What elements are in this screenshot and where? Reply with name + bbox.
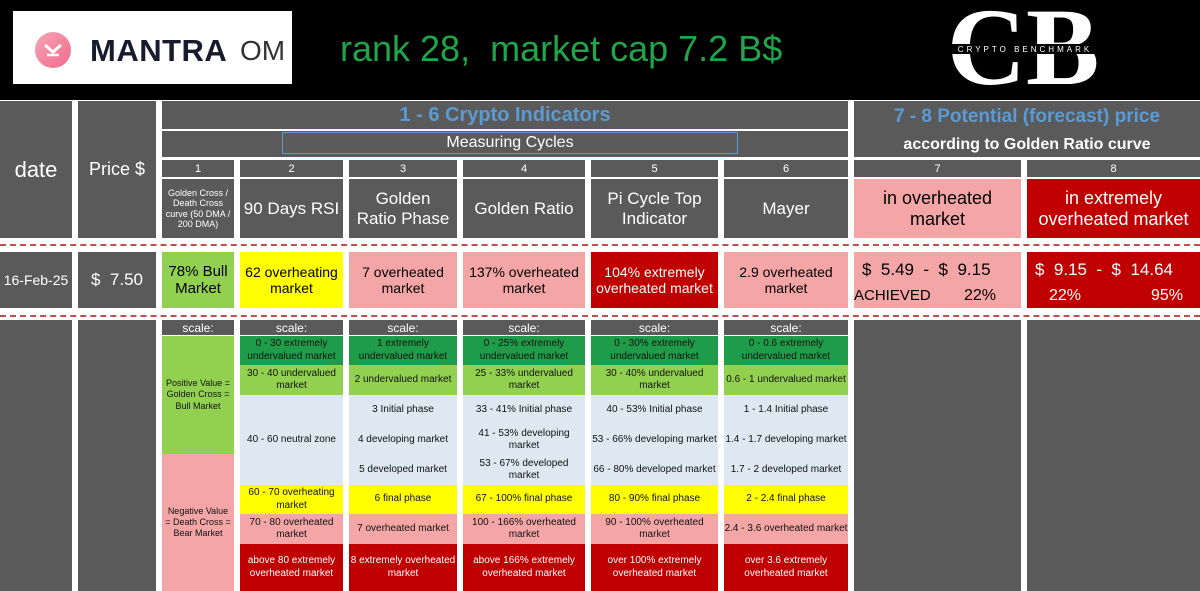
scale-3-row-4: 4 developing market [349,425,457,455]
scale-3-row-7: 7 overheated market [349,514,457,544]
indicators-group-title: 1 - 6 Crypto Indicators [162,101,848,129]
scale-header-6: scale: [724,320,848,335]
scale-4-row-3: 33 - 41% Initial phase [463,395,585,425]
scale-5-row-7: 90 - 100% overheated market [591,514,718,544]
scale-6-row-1: 0 - 0.6 extremely undervalued market [724,336,848,365]
col-name-7: in overheated market [854,179,1021,238]
logo-ticker: OM [240,35,286,66]
mantra-logo-icon [35,32,71,68]
scale-3-row-3: 3 Initial phase [349,395,457,425]
row-date: 16-Feb-25 [0,252,72,308]
p7-range: $ 5.49 - $ 9.15 [862,260,991,279]
scale-2-row-1: 0 - 30 extremely undervalued market [240,336,343,365]
scale-2-row-3: 40 - 60 neutral zone [240,395,343,485]
potential-group-header [854,101,1200,157]
scale-5-row-8: over 100% extremely overheated market [591,544,718,591]
scale-header-5: scale: [591,320,718,335]
col-name-5: Pi Cycle Top Indicator [591,179,718,238]
scale-5-row-2: 30 - 40% undervalued market [591,365,718,395]
scale-6-row-4: 1.4 - 1.7 developing market [724,425,848,455]
scale-3-row-1: 1 extremely undervalued market [349,336,457,365]
col-name-6: Mayer [724,179,848,238]
scale-1-positive: Positive Value = Golden Cross = Bull Mar… [162,336,234,454]
cycles-title: Measuring Cycles [282,132,738,154]
col-number-2: 2 [240,160,343,177]
p8-pct-high: 95% [1151,287,1184,304]
row-value-1: 78% Bull Market [162,252,234,308]
scale-3-row-6: 6 final phase [349,485,457,514]
col-name-2: 90 Days RSI [240,179,343,238]
col-number-7: 7 [854,160,1021,177]
col-number-3: 3 [349,160,457,177]
scale-4-row-6: 67 - 100% final phase [463,485,585,514]
separator-bottom [0,315,1200,317]
scale-2-row-2: 30 - 40 undervalued market [240,365,343,395]
scale-6-row-6: 2 - 2.4 final phase [724,485,848,514]
col-name-8: in extremely overheated market [1027,179,1200,238]
date-header: date [0,101,72,238]
scale-4-row-5: 53 - 67% developed market [463,455,585,485]
scale-2-row-5: 70 - 80 overheated market [240,514,343,544]
row-value-4: 137% overheated market [463,252,585,308]
scale-header-1: scale: [162,320,234,335]
scale-6-row-5: 1.7 - 2 developed market [724,455,848,485]
scale-5-row-4: 53 - 66% developing market [591,425,718,455]
scale-6-row-2: 0.6 - 1 undervalued market [724,365,848,395]
crypto-benchmark-logo: CB CRYPTO BENCHMARK [905,6,1145,92]
cb-text: CRYPTO BENCHMARK [958,45,1092,54]
scale-5-row-1: 0 - 30% extremely undervalued market [591,336,718,365]
row-value-6: 2.9 overheated market [724,252,848,308]
col-number-1: 1 [162,160,234,177]
scale-col8-blank [1027,320,1200,591]
scale-2-row-4: 60 - 70 overheating market [240,485,343,514]
scale-3-row-5: 5 developed market [349,455,457,485]
p7-status: ACHIEVED [854,287,931,304]
scale-6-row-3: 1 - 1.4 Initial phase [724,395,848,425]
scale-5-row-5: 66 - 80% developed market [591,455,718,485]
p8-range: $ 9.15 - $ 14.64 [1035,260,1173,279]
separator-top [0,244,1200,246]
col-name-3: Golden Ratio Phase [349,179,457,238]
col-name-1: Golden Cross / Death Cross curve (50 DMA… [162,179,234,238]
row-value-7: $ 5.49 - $ 9.15 ACHIEVED 22% [854,252,1021,308]
scale-4-row-1: 0 - 25% extremely undervalued market [463,336,585,365]
scale-6-row-7: 2.4 - 3.6 overheated market [724,514,848,544]
row-value-2: 62 overheating market [240,252,343,308]
scale-4-row-7: 100 - 166% overheated market [463,514,585,544]
scale-header-3: scale: [349,320,457,335]
row-price: $ 7.50 [78,252,156,308]
scale-4-row-8: above 166% extremely overheated market [463,544,585,591]
scale-6-row-8: over 3.6 extremely overheated market [724,544,848,591]
row-value-8: $ 9.15 - $ 14.64 22% 95% [1027,252,1200,308]
row-value-5: 104% extremely overheated market [591,252,718,308]
scale-3-row-2: 2 undervalued market [349,365,457,395]
logo-wordmark: MANTRA [90,33,228,68]
page-headline: rank 28, market cap 7.2 B$ [340,28,783,69]
col-name-4: Golden Ratio [463,179,585,238]
p8-pct-low: 22% [1049,287,1082,304]
scale-5-row-6: 80 - 90% final phase [591,485,718,514]
scale-2-row-6: above 80 extremely overheated market [240,544,343,591]
potential-group-subtitle: according to Golden Ratio curve [903,136,1151,153]
scale-header-4: scale: [463,320,585,335]
p7-pct: 22% [964,287,997,304]
scale-date-blank [0,320,72,591]
col-number-6: 6 [724,160,848,177]
scale-header-2: scale: [240,320,343,335]
row-value-3: 7 overheated market [349,252,457,308]
col-number-8: 8 [1027,160,1200,177]
col-number-4: 4 [463,160,585,177]
price-header: Price $ [78,101,156,238]
scale-1-negative: Negative Value = Death Cross = Bear Mark… [162,454,234,591]
scale-price-blank [78,320,156,591]
scale-4-row-4: 41 - 53% developing market [463,425,585,455]
scale-col7-blank [854,320,1021,591]
scale-5-row-3: 40 - 53% Initial phase [591,395,718,425]
scale-4-row-2: 25 - 33% undervalued market [463,365,585,395]
scale-3-row-8: 8 extremely overheated market [349,544,457,591]
potential-group-title: 7 - 8 Potential (forecast) price [893,106,1161,127]
col-number-5: 5 [591,160,718,177]
